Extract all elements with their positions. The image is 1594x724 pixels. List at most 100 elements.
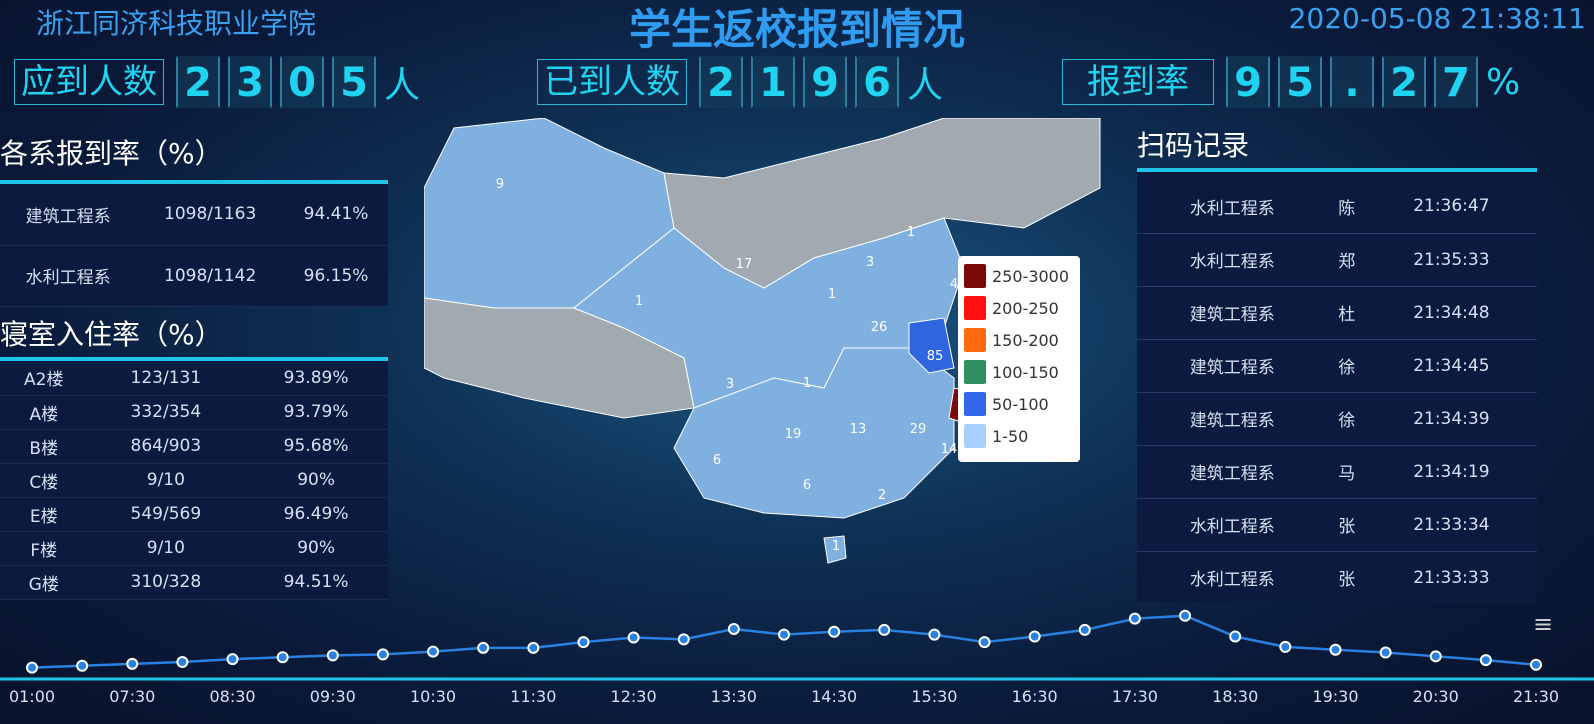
table-cell: 建筑工程系: [1137, 339, 1328, 393]
region-anhui[interactable]: [908, 317, 955, 374]
x-tick-label: 08:30: [209, 687, 255, 706]
data-point[interactable]: [778, 628, 790, 641]
data-point[interactable]: [878, 623, 891, 636]
x-tick-label: 13:30: [711, 687, 757, 706]
legend-item[interactable]: 150-200: [964, 324, 1074, 356]
legend-swatch: [964, 424, 986, 448]
checkin-trend-chart: 01:00 07:30 08:30 09:30 10:30 11:30 12:30 13:30…: [0, 609, 1594, 706]
data-point[interactable]: [1379, 646, 1392, 659]
table-cell: 马: [1327, 445, 1366, 499]
table-cell: 建筑工程系: [0, 184, 137, 246]
table-cell: 93.79%: [244, 395, 388, 430]
data-point[interactable]: [978, 636, 991, 649]
map-label: 14: [941, 442, 958, 457]
data-point[interactable]: [627, 631, 640, 644]
table-cell: 张: [1327, 551, 1366, 602]
data-point[interactable]: [928, 628, 941, 641]
data-point[interactable]: [1479, 654, 1492, 667]
table-row: 建筑工程系徐 21:34:39: [1137, 392, 1537, 446]
legend-swatch: [964, 360, 986, 384]
legend-item[interactable]: 200-250: [964, 292, 1074, 324]
table-cell: 建筑工程系: [1137, 445, 1328, 499]
data-point[interactable]: [1078, 623, 1091, 636]
data-point[interactable]: [26, 661, 38, 674]
legend-item[interactable]: 1-50: [964, 420, 1074, 452]
region-south[interactable]: [673, 347, 955, 519]
table-cell: A2楼: [0, 361, 88, 396]
legend-swatch: [964, 328, 986, 352]
dorm-table: A2楼 123/131 93.89% A楼 332/354 93.79% B楼 864/903…: [0, 361, 388, 600]
data-point[interactable]: [677, 633, 690, 646]
map-label: 26: [871, 320, 888, 335]
table-cell: 张: [1327, 498, 1366, 552]
x-tick-label: 11:30: [510, 687, 556, 706]
scan-list[interactable]: 水利工程系陈 21:36:47 水利工程系郑 21:35:33 建筑工程系杜 21:34:…: [1137, 172, 1537, 602]
data-point[interactable]: [1229, 630, 1242, 643]
map-label: 1: [635, 294, 643, 309]
digit: 9: [803, 56, 847, 108]
data-point[interactable]: [427, 645, 440, 658]
table-cell: 310/328: [87, 565, 245, 600]
region-hainan[interactable]: [823, 535, 847, 564]
table-cell: 水利工程系: [1137, 498, 1328, 552]
map-label: 1: [907, 225, 915, 240]
table-row: C楼 9/10 90%: [0, 463, 388, 498]
legend-label: 50-100: [992, 394, 1049, 414]
table-row: 建筑工程系徐 21:34:45: [1137, 339, 1537, 393]
table-cell: 21:35:33: [1365, 233, 1537, 287]
digit: 0: [280, 56, 324, 108]
data-point[interactable]: [176, 655, 189, 668]
table-cell: F楼: [0, 531, 88, 566]
table-row: G楼 310/328 94.51%: [0, 565, 388, 600]
data-point[interactable]: [326, 649, 339, 662]
map-label: 3: [866, 255, 874, 270]
x-tick-label: 12:30: [611, 687, 657, 706]
legend-item[interactable]: 250-3000: [964, 260, 1074, 292]
data-point[interactable]: [527, 641, 540, 654]
data-point[interactable]: [1028, 630, 1041, 643]
table-row: 建筑工程系杜 21:34:48: [1137, 286, 1537, 340]
legend-swatch: [964, 264, 986, 288]
data-point[interactable]: [477, 641, 490, 654]
data-point[interactable]: [1279, 640, 1292, 653]
x-tick-label: 15:30: [911, 687, 957, 706]
data-point[interactable]: [828, 625, 841, 638]
data-point[interactable]: [376, 648, 389, 661]
panel-title: 各系报到率（%）: [0, 137, 223, 170]
panel-title: 寝室入住率（%）: [0, 318, 223, 351]
digit: 6: [855, 56, 899, 108]
table-row: 水利工程系张 21:33:33: [1137, 551, 1537, 602]
scan-table: 水利工程系陈 21:36:47 水利工程系郑 21:35:33 建筑工程系杜 21:34:…: [1137, 180, 1537, 602]
data-point[interactable]: [126, 657, 139, 670]
digit: 3: [228, 56, 272, 108]
legend-label: 200-250: [992, 298, 1059, 318]
x-tick-label: 01:00: [9, 687, 55, 706]
x-tick-label: 17:30: [1112, 687, 1158, 706]
data-point[interactable]: [1329, 643, 1342, 656]
data-point[interactable]: [1128, 612, 1141, 625]
menu-icon[interactable]: ≡: [1533, 610, 1554, 638]
data-point[interactable]: [1429, 650, 1442, 663]
digit: 2: [1382, 56, 1426, 108]
data-point[interactable]: [276, 651, 289, 664]
data-point[interactable]: [577, 636, 590, 649]
table-cell: 水利工程系: [1137, 551, 1328, 602]
data-point[interactable]: [1179, 609, 1192, 622]
table-cell: 9/10: [87, 463, 245, 498]
legend-item[interactable]: 100-150: [964, 356, 1074, 388]
data-point[interactable]: [76, 659, 89, 672]
unit: 人: [384, 65, 421, 106]
legend-item[interactable]: 50-100: [964, 388, 1074, 420]
data-point[interactable]: [727, 622, 740, 635]
series-line: [31, 614, 1537, 669]
unit: %: [1486, 61, 1521, 103]
data-point[interactable]: [226, 653, 239, 666]
table-cell: G楼: [0, 565, 88, 600]
map-label: 3: [726, 377, 734, 392]
page-title: 学生返校报到情况: [628, 5, 965, 54]
data-point[interactable]: [1530, 658, 1542, 671]
table-cell: 332/354: [87, 395, 245, 430]
digit: 9: [1226, 56, 1270, 108]
